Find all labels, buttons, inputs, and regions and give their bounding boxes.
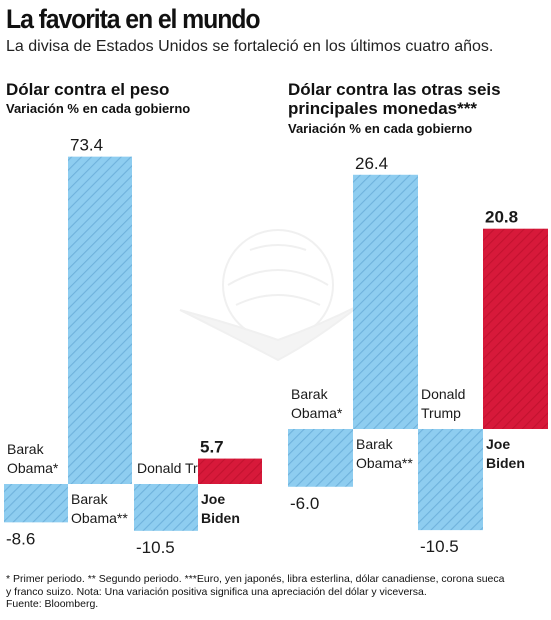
chart-1-bar-0 (4, 484, 68, 523)
chart-1-category-label-3: Joe (201, 491, 225, 507)
chart-2-category-label-3-line2: Biden (486, 455, 525, 471)
chart-2-category-label-0: Barak (291, 386, 329, 402)
chart-2-bar-1 (353, 174, 418, 429)
chart-1-value-label-2: -10.5 (136, 538, 175, 557)
chart-1-category-label-1-line2: Obama** (71, 510, 128, 526)
chart-1-bar-2 (134, 484, 198, 531)
chart-1-value-label-0: -8.6 (6, 529, 35, 548)
chart-1-category-label-1: Barak (71, 491, 109, 507)
chart-2-title-line1: Dólar contra las otras seis (288, 80, 501, 99)
chart-2-category-label-1: Barak (356, 436, 394, 452)
chart-2-category-label-2: Donald (421, 386, 465, 402)
page-title: La favorita en el mundo (6, 4, 261, 34)
chart-1-bar-3 (198, 458, 262, 484)
chart-2-category-label-0-line2: Obama* (291, 405, 343, 421)
footnotes: * Primer periodo. ** Segundo periodo. **… (6, 573, 546, 611)
footnote-source: Fuente: Bloomberg. (6, 598, 99, 610)
chart-2-title: Dólar contra las otras seis principales … (288, 80, 501, 118)
chart-1-bar-1 (68, 156, 132, 485)
chart-1-value-label-3: 5.7 (200, 438, 224, 457)
chart-2: -6.0 Barak Obama* 26.4 Barak Obama** -10.5 Dona… (288, 154, 548, 556)
chart-1: -8.6BarakObama*73.4BarakObama**-10.5Dona… (4, 136, 262, 557)
chart-2-value-label-1: 26.4 (355, 154, 388, 173)
chart-1-category-label-0-line2: Obama* (7, 460, 59, 476)
chart-2-subtitle: Variación % en cada gobierno (288, 121, 473, 136)
chart-1-category-label-0: Barak (7, 441, 45, 457)
chart-2-bar-3 (483, 228, 548, 429)
page-subtitle: La divisa de Estados Unidos se fortaleci… (6, 38, 494, 55)
footnote-line-1: * Primer periodo. ** Segundo periodo. **… (6, 573, 505, 585)
footnote-line-2: y franco suizo. Nota: Una variación posi… (6, 585, 427, 598)
chart-1-subtitle: Variación % en cada gobierno (6, 101, 191, 116)
chart-2-bar-2 (418, 429, 483, 531)
chart-2-category-label-3: Joe (486, 436, 510, 452)
chart-2-value-label-0: -6.0 (290, 494, 319, 513)
chart-1-title: Dólar contra el peso (6, 80, 170, 99)
chart-2-category-label-1-line2: Obama** (356, 455, 413, 471)
chart-2-value-label-2: -10.5 (420, 537, 459, 556)
chart-2-category-label-2-line2: Trump (421, 405, 461, 421)
chart-1-category-label-3-line2: Biden (201, 510, 240, 526)
chart-2-title-line2: principales monedas*** (288, 99, 477, 118)
watermark-eagle-logo (179, 229, 361, 362)
chart-1-value-label-1: 73.4 (70, 136, 103, 155)
chart-2-bar-0 (288, 429, 353, 487)
chart-2-value-label-3: 20.8 (485, 208, 518, 227)
